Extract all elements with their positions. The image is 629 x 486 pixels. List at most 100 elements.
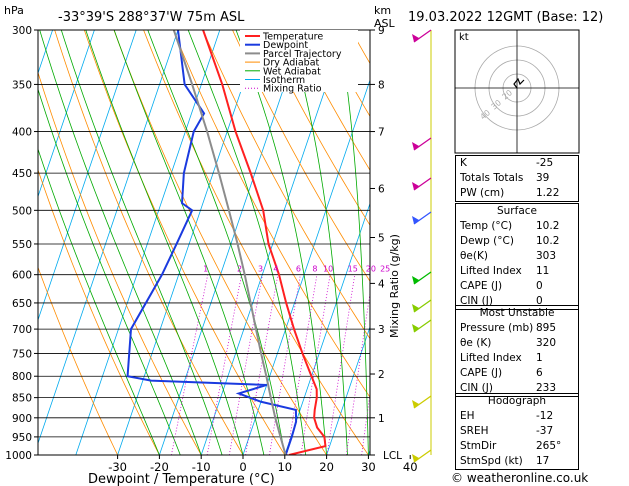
mixing-ratio-line: [206, 274, 242, 455]
mu-row: Pressure (mb) 895: [456, 321, 578, 336]
mu-row: Lifted Index 1: [456, 351, 578, 366]
surface-row: CIN (J) 0: [456, 294, 578, 309]
surface-value: 11: [536, 265, 550, 277]
km-tick-label: 6: [378, 183, 385, 195]
wind-barb-flag: [412, 400, 419, 408]
x-tick-label: 30: [361, 460, 376, 474]
hodo-value: 265°: [536, 440, 562, 452]
wind-barb-shaft: [413, 211, 432, 225]
index-value: -25: [536, 157, 554, 169]
mixing-ratio-line: [300, 274, 331, 455]
hodograph-kt-label: kt: [459, 32, 469, 43]
surface-label: Dewp (°C): [460, 235, 514, 247]
km-tick-label: 8: [378, 79, 385, 91]
location-title: -33°39'S 288°37'W 75m ASL: [58, 10, 245, 25]
hodo-value: -12: [536, 410, 554, 422]
index-value: 39: [536, 172, 550, 184]
y-tick-label: 300: [12, 25, 32, 37]
wind-barb: [412, 299, 432, 313]
mixing-ratio-label: 20: [366, 265, 376, 274]
mixing-ratio-line: [361, 391, 370, 455]
km-tick-label: LCL: [383, 450, 402, 462]
wind-barbs: [412, 29, 432, 463]
mu-row: CAPE (J) 6: [456, 366, 578, 381]
y-tick-label: 700: [12, 324, 32, 336]
wind-barb: [412, 449, 432, 463]
index-row-tt: Totals Totals 39: [456, 171, 578, 186]
hodo-value: -37: [536, 425, 554, 437]
mu-label: Pressure (mb): [460, 322, 534, 334]
mixing-ratio-label: 4: [273, 265, 278, 274]
hodo-label: StmSpd (kt): [460, 455, 523, 467]
datetime-label: 19.03.2022 12GMT (Base: 12): [408, 10, 603, 25]
legend-label: Wet Adiabat: [263, 66, 321, 77]
y-tick-label: 400: [12, 127, 32, 139]
y-tick-label: 750: [12, 348, 32, 360]
mixing-ratio-line: [171, 274, 209, 455]
y-tick-label: 950: [12, 432, 32, 444]
dry-adiabat-line: [232, 30, 370, 283]
legend-label: Dewpoint: [263, 40, 308, 51]
index-label: PW (cm): [460, 187, 505, 199]
chart-axes: 3003504004505005506006507007508008509009…: [5, 25, 417, 474]
y-tick-label: 350: [12, 79, 32, 91]
most-unstable-table: Most Unstable Pressure (mb) 895 θe (K) 320…: [455, 305, 579, 397]
mu-row: CIN (J) 233: [456, 381, 578, 396]
hodo-row: StmDir 265°: [456, 439, 578, 454]
dry-adiabat-line: [261, 30, 370, 226]
mixing-ratio-label: 15: [348, 265, 358, 274]
mu-value: 6: [536, 367, 543, 379]
isotherm-line: [38, 30, 95, 198]
index-value: 1.22: [536, 187, 560, 199]
km-tick-label: 7: [378, 127, 385, 139]
isotherm-line: [159, 30, 304, 455]
hodo-label: StmDir: [460, 440, 497, 452]
wind-barb-shaft: [413, 299, 432, 313]
surface-value: 10.2: [536, 235, 560, 247]
y-tick-label: 550: [12, 239, 32, 251]
legend-box: [240, 30, 358, 92]
hodograph-trace: [513, 77, 525, 89]
index-row-pw: PW (cm) 1.22: [456, 186, 578, 201]
y-tick-label: 800: [12, 371, 32, 383]
y-tick-label: 900: [12, 413, 32, 425]
surface-row: Temp (°C) 10.2: [456, 219, 578, 234]
x-tick-label: -20: [150, 460, 169, 474]
wind-barb: [412, 319, 432, 333]
wet-adiabat-line: [85, 30, 244, 455]
wind-barb-shaft: [413, 449, 432, 463]
km-label: km: [374, 4, 391, 17]
wet-adiabat-line: [410, 30, 418, 455]
mixing-ratio-label: 1: [203, 265, 208, 274]
mu-label: Lifted Index: [460, 352, 522, 364]
surface-title: Surface: [496, 205, 537, 217]
wet-adiabat-line: [113, 30, 265, 455]
hpa-label: hPa: [4, 4, 24, 17]
wind-barb-flag: [412, 276, 419, 284]
mixing-ratio-label: 10: [323, 265, 333, 274]
surface-label: CAPE (J): [460, 280, 503, 292]
y-tick-label: 500: [12, 205, 32, 217]
wind-barb-flag: [412, 454, 419, 462]
y-tick-label: 600: [12, 270, 32, 282]
surface-label: CIN (J): [460, 295, 493, 307]
wind-barb-shaft: [413, 29, 432, 43]
wind-barb-shaft: [413, 319, 432, 333]
hodo-row: EH -12: [456, 409, 578, 424]
mixing-ratio-label: 6: [296, 265, 301, 274]
surface-value: 0: [536, 280, 543, 292]
legend-label: Mixing Ratio: [263, 84, 322, 95]
plot-frame: [37, 29, 371, 456]
index-label: K: [460, 157, 467, 169]
mixing-ratio-label: 3: [258, 265, 263, 274]
surface-row: CAPE (J) 0: [456, 279, 578, 294]
mixing-ratio-labels: 1 2 3 4 6 8 10 15 20 25: [203, 265, 390, 274]
wind-barb-flag: [412, 304, 419, 312]
mixing-ratio-label: 25: [380, 265, 390, 274]
surface-value: 0: [536, 295, 543, 307]
x-tick-label: -30: [108, 460, 127, 474]
surface-row: Dewp (°C) 10.2: [456, 234, 578, 249]
series-line-parcel-trajectory: [172, 30, 287, 455]
wind-barb-flag: [412, 324, 419, 332]
